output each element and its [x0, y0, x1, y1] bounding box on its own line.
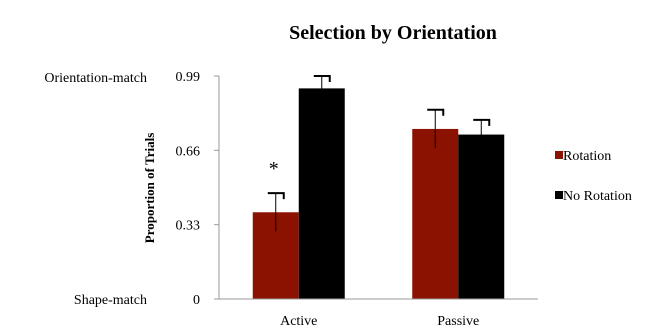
error-bar-cap: [267, 192, 285, 200]
y-tick-label: 0: [193, 293, 200, 308]
bars-group: [252, 88, 505, 299]
annotations-group: *: [269, 158, 279, 180]
error-bar-cap: [473, 118, 491, 126]
significance-asterisk: *: [269, 158, 279, 180]
bar-no-rotation-active: [298, 88, 345, 299]
error-bar-cap: [427, 108, 445, 116]
y-axis-label: Proportion of Trials: [142, 133, 157, 244]
error-bar-cap: [313, 75, 331, 82]
error-bars-group: [267, 75, 491, 232]
y-tick-label: 0.66: [176, 144, 201, 159]
chart-title: Selection by Orientation: [289, 22, 497, 44]
bar-rotation-passive: [412, 128, 459, 299]
legend-swatch: [555, 191, 563, 199]
legend-label: No Rotation: [563, 189, 632, 204]
y-tick-label: 0.33: [176, 219, 201, 234]
legend: Rotation No Rotation: [555, 149, 632, 204]
y-annotation-top: Orientation-match: [44, 71, 147, 86]
legend-label: Rotation: [563, 149, 611, 164]
y-tick-label: 0.99: [176, 70, 201, 85]
legend-swatch: [555, 151, 563, 159]
y-annotation-bottom: Shape-match: [74, 293, 147, 308]
x-axis-categories: Active Passive: [280, 314, 479, 329]
y-axis-ticks: 0 0.33 0.66 0.99: [176, 70, 219, 308]
bar-no-rotation-passive: [458, 134, 505, 299]
x-tick-label: Passive: [437, 314, 479, 329]
x-tick-label: Active: [280, 314, 317, 329]
